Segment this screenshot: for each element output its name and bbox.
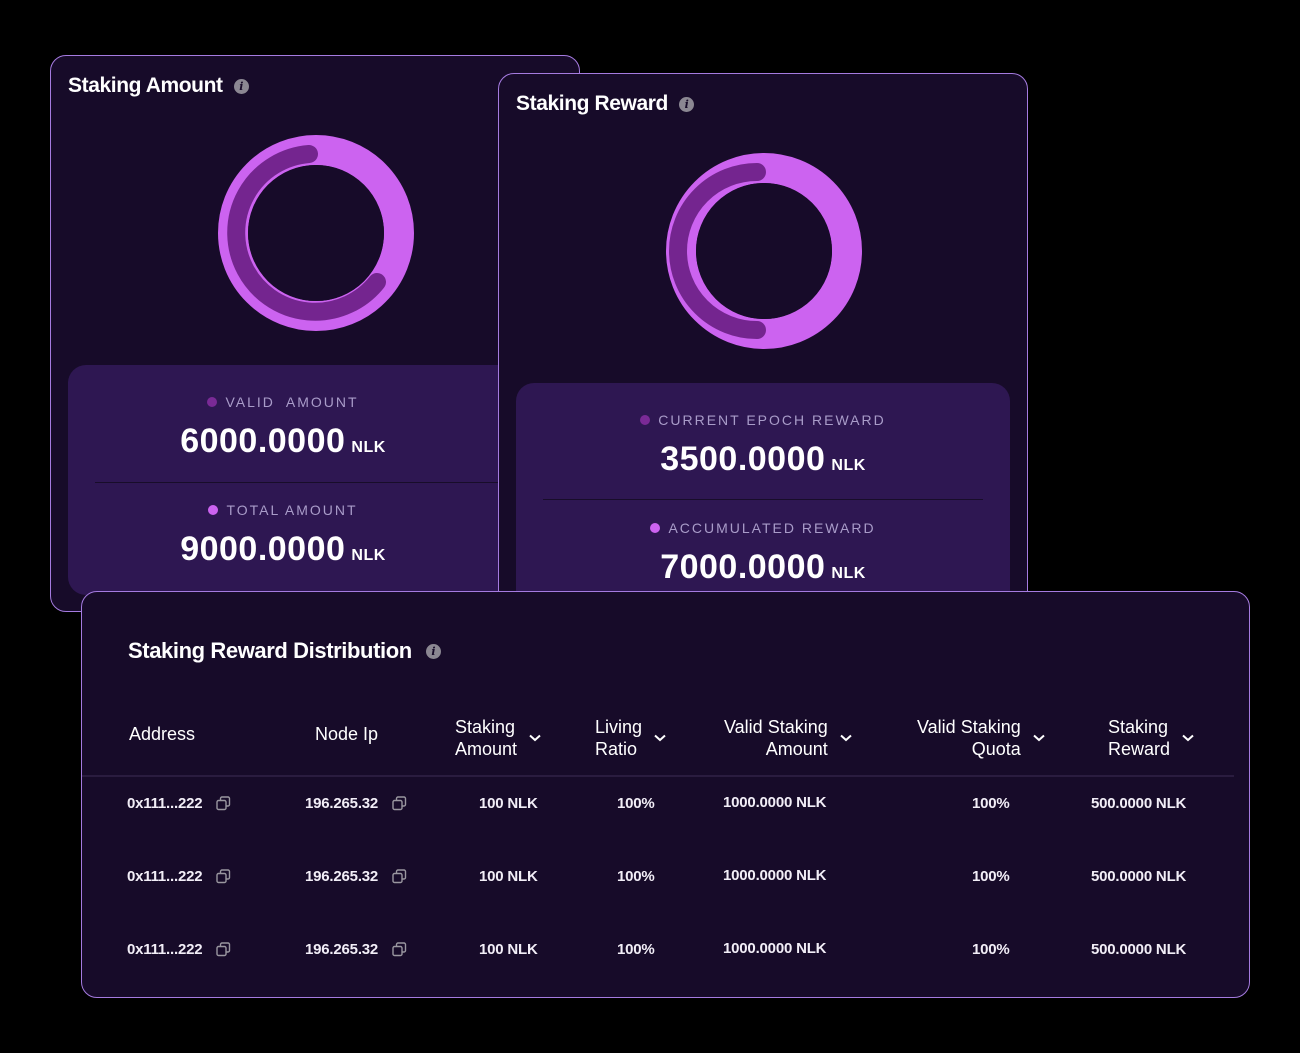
copy-icon[interactable] xyxy=(392,942,407,957)
staking-amount-card: Staking Amount i VALID AMOUNT 6000.0000 N… xyxy=(50,55,580,612)
header-divider xyxy=(82,775,1234,777)
copy-icon[interactable] xyxy=(392,869,407,884)
address-cell: 0x111...222 xyxy=(127,868,231,885)
address-cell: 0x111...222 xyxy=(127,941,231,958)
column-header-address: Address xyxy=(129,724,196,744)
address-cell: 0x111...222 xyxy=(127,795,231,812)
valid-amount-legend-dot xyxy=(207,397,218,407)
staking-amount-cell: 100 NLK xyxy=(479,941,538,958)
valid-amount-value: 6000.0000 xyxy=(180,422,346,460)
staking-reward-distribution-card: Staking Reward Distribution i Address No… xyxy=(81,591,1250,998)
total-amount-label: TOTAL AMOUNT xyxy=(226,502,358,518)
staking-reward-stats-panel: CURRENT EPOCH REWARD 3500.0000 NLK ACCUMU… xyxy=(516,383,1010,612)
accumulated-reward-legend-dot xyxy=(650,523,661,533)
chevron-down-icon[interactable] xyxy=(529,734,541,742)
current-epoch-reward-arc xyxy=(669,163,766,339)
node-ip-cell: 196.265.32 xyxy=(305,795,407,812)
info-icon[interactable]: i xyxy=(425,643,441,659)
column-header-node-ip: Node Ip xyxy=(315,724,379,744)
total-amount-legend-dot xyxy=(208,505,219,515)
staking-amount-stats-panel: VALID AMOUNT 6000.0000 NLK TOTAL AMOUNT 9… xyxy=(68,365,579,595)
valid-amount-stat: VALID AMOUNT 6000.0000 NLK xyxy=(68,394,579,461)
column-header-living-ratio[interactable]: Living Ratio xyxy=(595,716,666,760)
living-ratio-cell: 100% xyxy=(617,795,655,812)
total-amount-unit: NLK xyxy=(351,547,386,564)
staking-reward-card: Staking Reward i CURRENT EPOCH REWARD 35… xyxy=(498,73,1028,613)
distribution-title-row: Staking Reward Distribution i xyxy=(128,638,441,664)
current-epoch-reward-stat: CURRENT EPOCH REWARD 3500.0000 NLK xyxy=(516,412,1010,479)
copy-icon[interactable] xyxy=(216,869,231,884)
distribution-title: Staking Reward Distribution xyxy=(128,638,412,663)
info-icon[interactable]: i xyxy=(233,78,249,94)
chevron-down-icon[interactable] xyxy=(1033,734,1045,742)
valid-staking-quota-cell: 100% xyxy=(972,868,1010,885)
staking-reward-title: Staking Reward xyxy=(516,92,668,115)
staking-reward-cell: 500.0000 NLK xyxy=(1091,941,1187,958)
column-header-staking-reward[interactable]: Staking Reward xyxy=(1108,716,1194,760)
copy-icon[interactable] xyxy=(392,796,407,811)
valid-amount-label: VALID AMOUNT xyxy=(225,394,359,410)
valid-staking-amount-cell: 1000.0000 NLK xyxy=(723,867,827,884)
node-ip-cell: 196.265.32 xyxy=(305,941,407,958)
column-header-staking-amount[interactable]: Staking Amount xyxy=(455,716,541,760)
staking-amount-cell: 100 NLK xyxy=(479,868,538,885)
chevron-down-icon[interactable] xyxy=(1182,734,1194,742)
current-epoch-reward-label: CURRENT EPOCH REWARD xyxy=(658,412,886,428)
stats-divider xyxy=(543,499,983,500)
current-epoch-reward-legend-dot xyxy=(640,415,651,425)
accumulated-reward-value: 7000.0000 xyxy=(660,548,826,586)
accumulated-reward-stat: ACCUMULATED REWARD 7000.0000 NLK xyxy=(516,520,1010,587)
staking-amount-title-row: Staking Amount i xyxy=(68,74,249,98)
copy-icon[interactable] xyxy=(216,942,231,957)
valid-staking-quota-cell: 100% xyxy=(972,795,1010,812)
column-header-valid-staking-amount[interactable]: Valid Staking Amount xyxy=(724,716,852,760)
valid-staking-amount-cell: 1000.0000 NLK xyxy=(723,794,827,811)
valid-staking-quota-cell: 100% xyxy=(972,941,1010,958)
valid-amount-unit: NLK xyxy=(351,439,386,456)
chevron-down-icon[interactable] xyxy=(840,734,852,742)
staking-reward-title-row: Staking Reward i xyxy=(516,92,694,116)
chevron-down-icon[interactable] xyxy=(654,734,666,742)
staking-amount-cell: 100 NLK xyxy=(479,795,538,812)
accumulated-reward-unit: NLK xyxy=(831,565,866,582)
current-epoch-reward-unit: NLK xyxy=(831,457,866,474)
copy-icon[interactable] xyxy=(216,796,231,811)
total-amount-value: 9000.0000 xyxy=(180,530,346,568)
valid-staking-amount-cell: 1000.0000 NLK xyxy=(723,940,827,957)
staking-reward-cell: 500.0000 NLK xyxy=(1091,795,1187,812)
living-ratio-cell: 100% xyxy=(617,941,655,958)
node-ip-cell: 196.265.32 xyxy=(305,868,407,885)
staking-amount-title: Staking Amount xyxy=(68,74,223,97)
accumulated-reward-label: ACCUMULATED REWARD xyxy=(668,520,876,536)
living-ratio-cell: 100% xyxy=(617,868,655,885)
staking-reward-cell: 500.0000 NLK xyxy=(1091,868,1187,885)
valid-amount-arc xyxy=(227,145,386,321)
stats-divider xyxy=(95,482,535,483)
staking-amount-donut-chart xyxy=(218,135,414,331)
column-header-valid-staking-quota[interactable]: Valid Staking Quota xyxy=(917,716,1045,760)
staking-reward-donut-chart xyxy=(666,153,862,349)
info-icon[interactable]: i xyxy=(678,96,694,112)
current-epoch-reward-value: 3500.0000 xyxy=(660,440,826,478)
total-amount-stat: TOTAL AMOUNT 9000.0000 NLK xyxy=(68,502,579,569)
